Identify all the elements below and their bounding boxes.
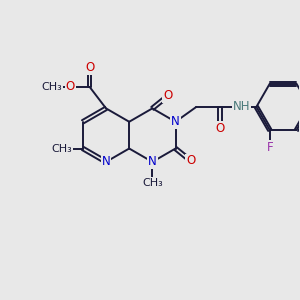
Text: NH: NH	[233, 100, 250, 113]
Text: N: N	[148, 155, 157, 168]
Text: CH₃: CH₃	[51, 143, 72, 154]
Text: O: O	[215, 122, 225, 135]
Text: CH₃: CH₃	[42, 82, 62, 92]
Text: O: O	[186, 154, 196, 167]
Text: O: O	[66, 80, 75, 94]
Text: N: N	[102, 155, 110, 168]
Text: CH₃: CH₃	[142, 178, 163, 188]
Text: F: F	[266, 141, 273, 154]
Text: O: O	[163, 89, 172, 102]
Text: N: N	[171, 115, 180, 128]
Text: O: O	[85, 61, 94, 74]
